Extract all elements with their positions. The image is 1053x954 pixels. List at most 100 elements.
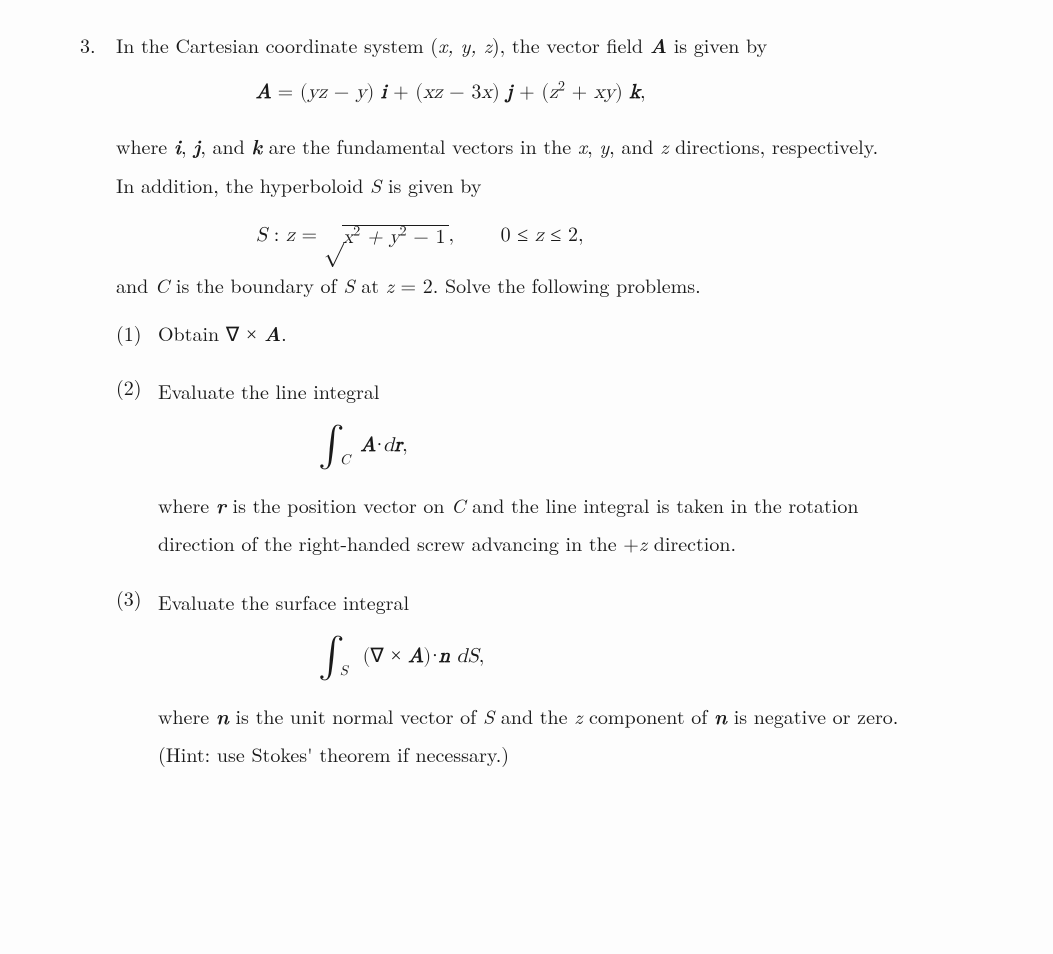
eqS-pre: S [256,225,267,245]
add-b: is given by [381,170,481,199]
w1-e: , [587,131,599,160]
integral-block: ∫C A·dr, [318,425,408,465]
eqA-t1d: ) [366,82,380,102]
p2-d: d [383,435,394,455]
p3-S: S [483,701,494,730]
eqA-t2b: − 3 [443,82,482,102]
vector-A: A [650,31,667,60]
cdot-icon-2: · [431,644,439,664]
andC-C: C [155,270,169,299]
leq-1: ≤ [517,224,528,246]
sqrt-body: x2 + y2 − 1 [342,225,449,248]
p2-wz: z [639,528,647,557]
eqA-sq: 2 [558,79,565,93]
eqA-t1b: − [327,82,356,102]
p1-text-a: Obtain [158,318,226,347]
eqA-eq: = ( [271,82,308,102]
w1-f: , and [609,131,660,160]
p3-comma: , [479,646,485,666]
subparts: (1) Obtain ∇ × A. (2) Evaluate the line … [116,318,978,772]
andC-d: = 2. Solve the following problems. [394,270,701,299]
w1-y: y [599,131,609,160]
p2-wc: and the line integral is taken in the ro… [465,490,858,519]
w1-g: directions, respectively. [668,131,878,160]
eqA-end: , [640,82,646,102]
where-line-1: where i, j, and k are the fundamental ve… [116,127,978,204]
p3-wc: and the [494,701,574,730]
coords: x, y, z [438,30,492,59]
eqS-rad3: − 1 [407,227,446,247]
p2-text-a: Evaluate the line integral [158,372,978,409]
integrand: A·dr, [361,430,408,460]
eqS-range-b: z [528,225,550,245]
integral-icon-2: ∫S [318,636,345,676]
intro-line: In the Cartesian coordinate system (x, y… [116,30,978,61]
p3-d: d [456,646,467,666]
p1-A: A [264,319,281,348]
w1-k: k [251,132,262,161]
leq-2: ≤ [550,224,561,246]
p3-integral: ∫S (∇ × A)·n dS, [318,636,978,677]
part-3-num: (3) [116,583,142,613]
p2-wd: direction of the right-handed screw adva… [158,528,639,557]
p3-n2: n [216,702,229,731]
integrand-2: (∇ × A)·n dS, [361,641,485,671]
p1-text-b: . [281,318,287,347]
and-C-line: and C is the boundary of S at z = 2. Sol… [116,270,978,300]
p2-comma: , [402,435,408,455]
p3-A: A [408,646,423,666]
intro-post: is given by [667,30,767,59]
intro-mid: ), the vector field [492,30,650,59]
part-3: (3) Evaluate the surface integral ∫S (∇ … [116,583,978,772]
eqA-t2d: ) [492,82,506,102]
w1-d: are the fundamental vectors in the [262,131,578,160]
part-3-body: Evaluate the surface integral ∫S (∇ × A)… [158,583,978,772]
part-2: (2) Evaluate the line integral ∫C A·dr, … [116,372,978,561]
p2-wb: is the position vector on [226,490,451,519]
sqrt-block: √x2 + y2 − 1 [324,225,449,249]
problem-body: In the Cartesian coordinate system (x, y… [116,30,978,772]
eqA-p2: + ( [513,82,550,102]
andC-z: z [386,270,394,299]
p2-r2: r [216,491,226,520]
p2-wa: where [158,490,216,519]
p2-C: C [451,490,465,519]
part-1-num: (1) [116,318,142,348]
andC-c: at [355,270,386,299]
eqS-range-c: 2, [561,225,583,245]
eqS-col: : [267,225,286,245]
eqA-t3d: ) [615,82,629,102]
eqS-rad1: x [343,227,354,247]
p2-r: r [394,435,402,455]
p3-dS: S [468,646,479,666]
p3-hint: (Hint: use Stokes' theorem if necessary.… [158,739,509,768]
eqA-t3c: xy [594,82,615,102]
eqA-t2c: x [481,82,492,102]
cdot-icon: · [376,433,384,453]
eqS-range-a: 0 [501,225,518,245]
equation-S: S : z = √x2 + y2 − 1, 0 ≤ z ≤ 2, [256,220,978,250]
problem-3: 3. In the Cartesian coordinate system (x… [80,30,978,772]
eqA-t1c: y [356,82,367,102]
eqA-lhs: A [256,82,271,102]
eqS-z: z [286,225,295,245]
part-2-body: Evaluate the line integral ∫C A·dr, wher… [158,372,978,561]
p3-wd: component of [582,701,714,730]
eqA-t1a: yz [308,82,327,102]
w1-c: , and [200,131,251,160]
p3-text-a: Evaluate the surface integral [158,583,978,620]
p2-we: direction. [647,528,736,557]
p3-where: where n is the unit normal vector of S a… [158,697,978,772]
nabla-icon-2: ∇ [370,645,383,667]
eqA-t3b: + [565,82,594,102]
problem-number: 3. [80,30,96,60]
andC-S: S [343,270,354,299]
p3-wb: is the unit normal vector of [229,701,483,730]
eqS-sq2: 2 [400,224,407,238]
part-1-body: Obtain ∇ × A. [158,318,978,350]
eqA-p1: + ( [386,82,423,102]
eqS-eq: = [295,225,324,245]
eqS-rad2: + y [360,227,399,247]
eqS-comma: , [449,225,455,245]
eqA-t2a: xz [423,82,442,102]
